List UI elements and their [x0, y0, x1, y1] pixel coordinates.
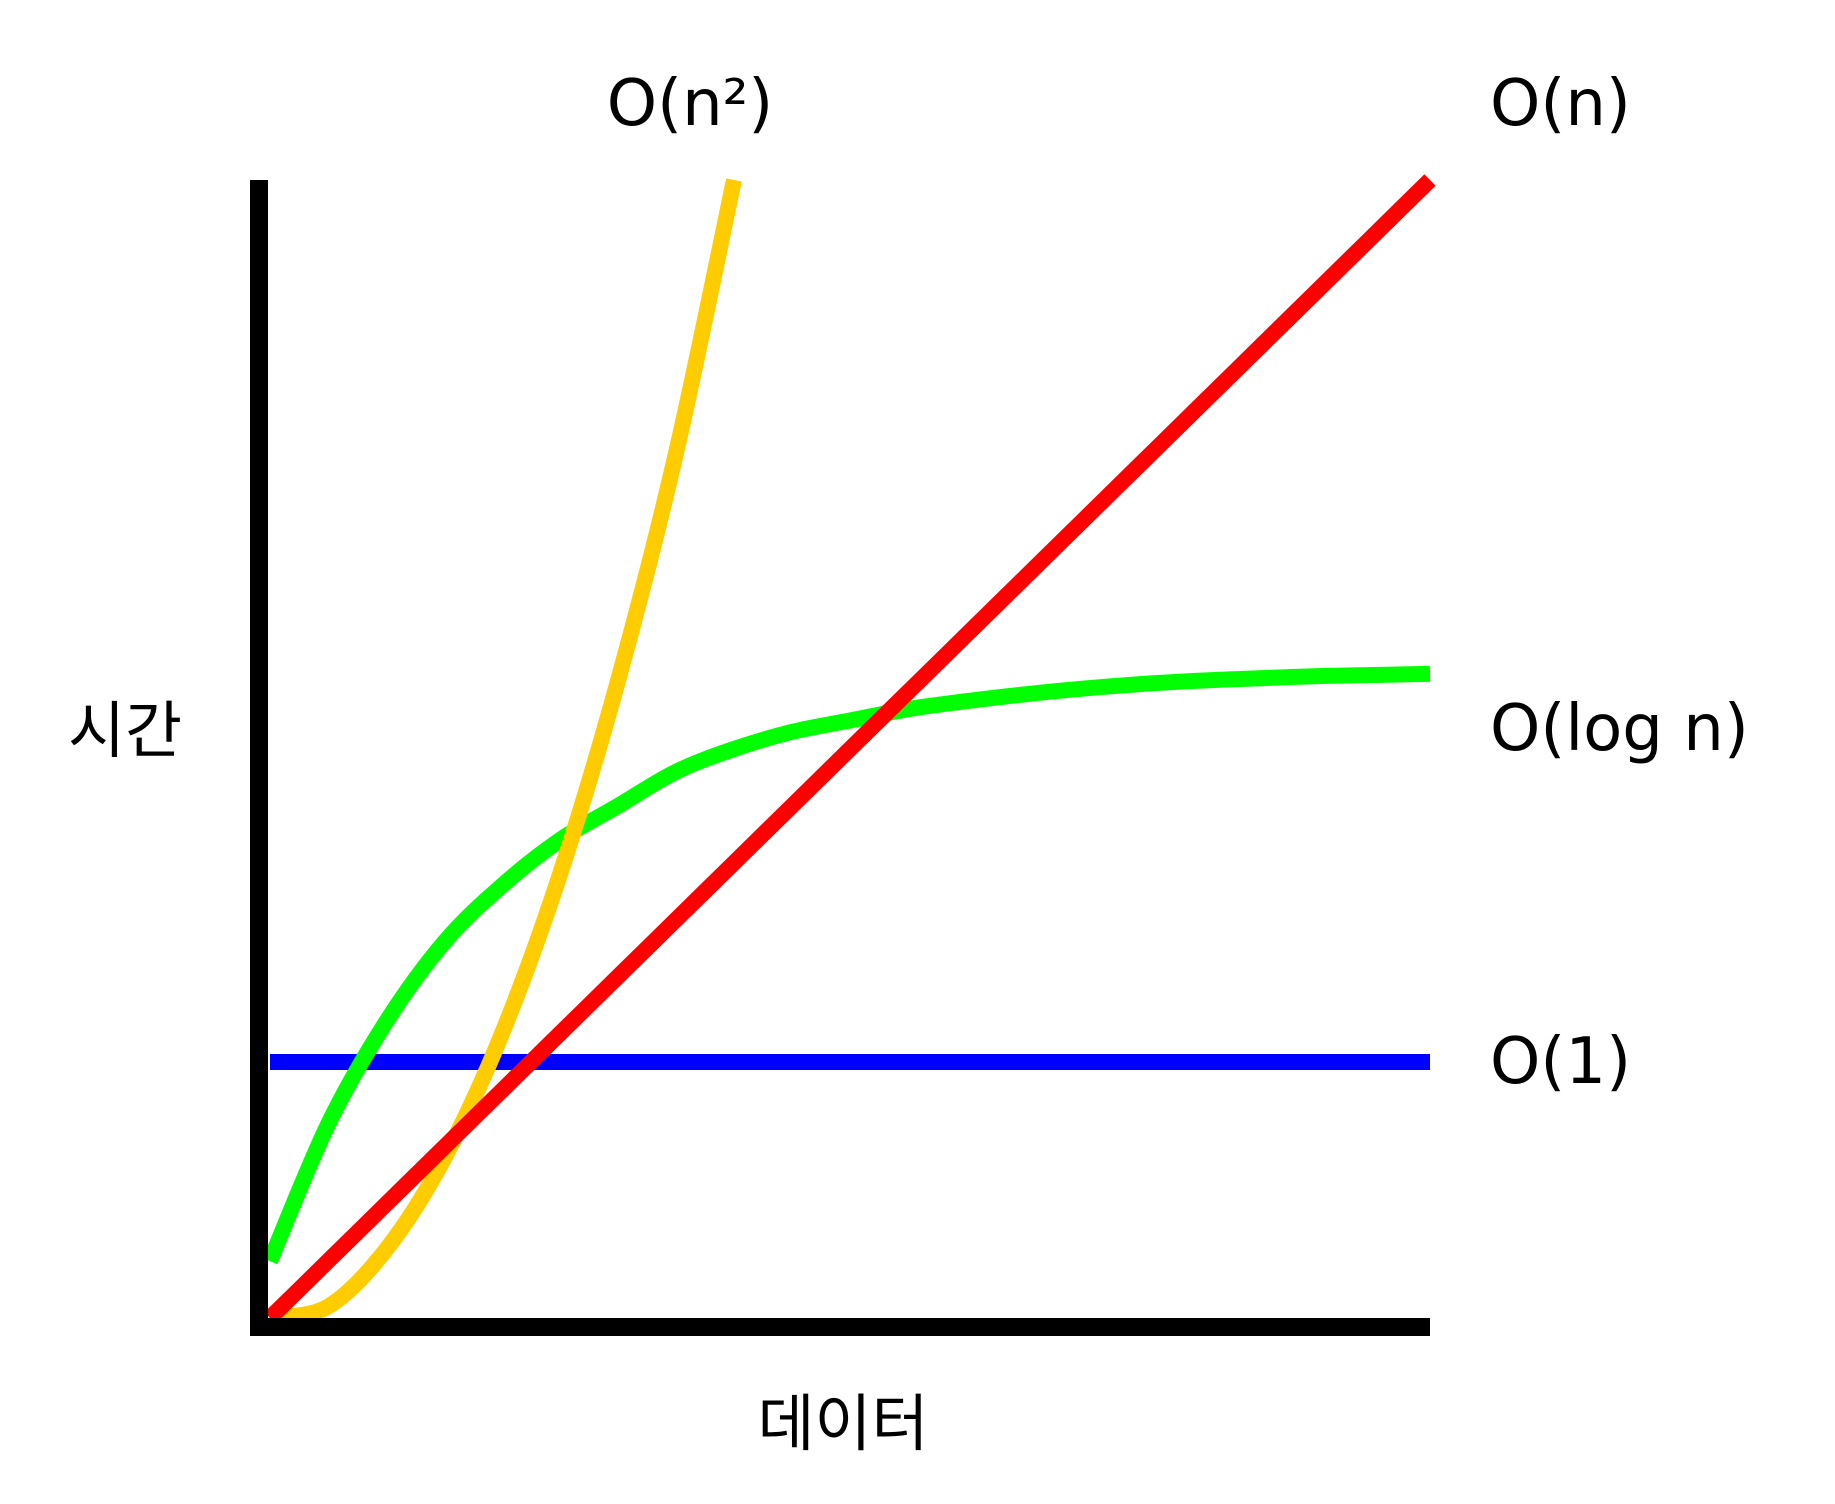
series-line-o-n — [264, 174, 1436, 1324]
series-line-o-n — [268, 178, 742, 1326]
x-axis-label: 데이터 — [757, 1387, 928, 1460]
series-layer — [262, 174, 1436, 1326]
series-label-o-1: O(1) — [1490, 1025, 1631, 1099]
y-axis-label: 시간 — [68, 694, 182, 767]
series-label-o-log-n: O(log n) — [1490, 692, 1749, 766]
series-label-o-n: O(n²) — [607, 67, 774, 141]
series-label-o-n: O(n) — [1490, 67, 1631, 141]
axis-layer — [250, 180, 1430, 1336]
label-layer: 시간 데이터 O(n²) O(n) O(log n) O(1) — [68, 67, 1749, 1460]
series-line-o-log-n — [262, 665, 1431, 1265]
